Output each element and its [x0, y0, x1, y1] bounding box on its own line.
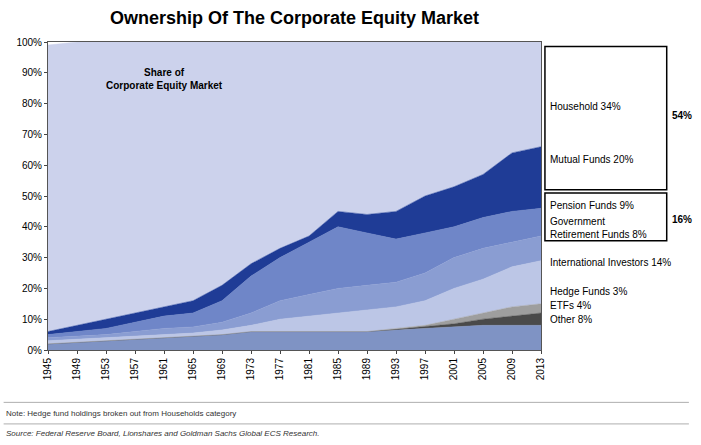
svg-text:1981: 1981	[303, 358, 314, 381]
svg-text:International Investors 14%: International Investors 14%	[550, 257, 671, 268]
svg-text:1957: 1957	[129, 358, 140, 381]
svg-text:1993: 1993	[390, 358, 401, 381]
svg-text:Share ofCorporate Equity Marke: Share ofCorporate Equity Market	[106, 67, 223, 91]
svg-text:70%: 70%	[22, 129, 42, 140]
svg-text:54%: 54%	[672, 110, 692, 121]
svg-text:80%: 80%	[22, 98, 42, 109]
svg-text:10%: 10%	[22, 314, 42, 325]
svg-text:0%: 0%	[28, 345, 43, 356]
svg-text:40%: 40%	[22, 221, 42, 232]
svg-text:Mutual Funds 20%: Mutual Funds 20%	[550, 154, 633, 165]
svg-text:2013: 2013	[535, 358, 546, 381]
svg-text:1953: 1953	[100, 358, 111, 381]
svg-text:GovernmentRetirement Funds 8%: GovernmentRetirement Funds 8%	[550, 216, 647, 240]
svg-text:1985: 1985	[332, 358, 343, 381]
svg-text:1969: 1969	[216, 358, 227, 381]
svg-text:50%: 50%	[22, 191, 42, 202]
svg-text:60%: 60%	[22, 160, 42, 171]
svg-text:1989: 1989	[361, 358, 372, 381]
svg-text:2001: 2001	[448, 358, 459, 381]
svg-text:16%: 16%	[672, 214, 692, 225]
svg-text:Note: Hedge fund holdings brok: Note: Hedge fund holdings broken out fro…	[6, 409, 236, 418]
svg-text:30%: 30%	[22, 252, 42, 263]
svg-text:1949: 1949	[71, 358, 82, 381]
svg-text:Household 34%: Household 34%	[550, 101, 621, 112]
svg-text:Other 8%: Other 8%	[550, 314, 592, 325]
svg-text:ETFs 4%: ETFs 4%	[550, 300, 591, 311]
svg-text:1965: 1965	[187, 358, 198, 381]
svg-text:90%: 90%	[22, 67, 42, 78]
svg-text:1961: 1961	[158, 358, 169, 381]
svg-text:Ownership Of The Corporate Equ: Ownership Of The Corporate Equity Market	[110, 8, 479, 28]
svg-text:1973: 1973	[245, 358, 256, 381]
svg-text:1945: 1945	[42, 358, 53, 381]
svg-text:20%: 20%	[22, 283, 42, 294]
svg-text:2009: 2009	[506, 358, 517, 381]
svg-text:Source: Federal Reserve Board,: Source: Federal Reserve Board, Lionshare…	[6, 429, 320, 438]
svg-text:1997: 1997	[419, 358, 430, 381]
svg-text:Pension Funds 9%: Pension Funds 9%	[550, 200, 634, 211]
svg-text:1977: 1977	[274, 358, 285, 381]
svg-text:2005: 2005	[477, 358, 488, 381]
svg-text:100%: 100%	[16, 37, 42, 48]
svg-text:Hedge Funds 3%: Hedge Funds 3%	[550, 286, 627, 297]
